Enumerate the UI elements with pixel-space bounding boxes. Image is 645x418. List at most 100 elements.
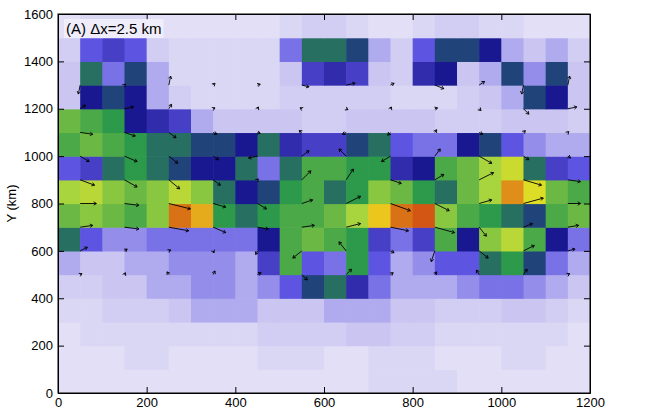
y-axis-right — [584, 15, 591, 394]
heat-cell — [302, 14, 325, 38]
wind-vector — [435, 174, 444, 179]
heat-cell — [368, 204, 391, 228]
tick-label: 1000 — [487, 395, 516, 410]
heat-cell — [191, 132, 214, 156]
heat-cell — [80, 322, 103, 346]
heat-cell — [413, 180, 436, 204]
heat-cell — [169, 132, 192, 156]
vectors — [77, 76, 580, 280]
heat-cell — [546, 275, 569, 299]
heat-cell — [368, 369, 391, 393]
wind-vector — [568, 106, 577, 109]
heat-cell — [524, 227, 547, 251]
wind-vector — [255, 251, 258, 255]
heat-cell — [524, 369, 547, 393]
heat-cell — [346, 204, 369, 228]
heat-cell — [80, 298, 103, 322]
heat-cell — [169, 61, 192, 85]
wind-vector — [391, 83, 395, 86]
heat-cell — [191, 180, 214, 204]
chart: 0200400600800100012000200400600800100012… — [0, 0, 645, 418]
y-axis: 02004006008001000120014001600 — [24, 7, 64, 401]
heat-cell — [235, 180, 258, 204]
heat-cell — [258, 38, 281, 62]
heat-cell — [80, 61, 103, 85]
heatmap — [58, 14, 590, 393]
wind-vector — [479, 131, 483, 134]
heat-cell — [58, 298, 81, 322]
heat-cell — [324, 156, 347, 180]
heat-cell — [235, 251, 258, 275]
heat-cell — [58, 109, 81, 133]
heat-cell — [568, 322, 590, 346]
heat-cell — [413, 38, 436, 62]
wind-vector — [524, 109, 529, 114]
heat-cell — [191, 109, 214, 133]
wind-vector — [293, 251, 302, 258]
wind-vector — [522, 131, 525, 134]
heat-cell — [235, 227, 258, 251]
wind-vector — [213, 204, 226, 209]
wind-vector — [391, 250, 395, 253]
heat-cell — [102, 275, 125, 299]
wind-vector — [567, 76, 570, 85]
heat-cell — [102, 156, 125, 180]
annotation-group: (A) Δx=2.5 km — [64, 19, 163, 38]
heat-cell — [280, 298, 303, 322]
wind-vector — [568, 180, 581, 183]
heat-cell — [213, 109, 236, 133]
heat-cell — [125, 38, 148, 62]
heat-cell — [413, 132, 436, 156]
wind-vector — [169, 204, 191, 210]
tick-label: 1600 — [24, 7, 53, 22]
heat-cell — [479, 204, 502, 228]
heat-cell — [413, 322, 436, 346]
heat-cell — [280, 204, 303, 228]
heat-cell — [235, 14, 258, 38]
heat-cell — [125, 109, 148, 133]
heat-cell — [258, 227, 281, 251]
heat-cell — [102, 298, 125, 322]
wind-vector — [80, 105, 85, 109]
heat-cell — [413, 369, 436, 393]
tick: 600 — [31, 244, 64, 259]
heat-cell — [125, 180, 148, 204]
wind-vector — [302, 275, 307, 280]
heat-cell — [280, 180, 303, 204]
heat-cell — [368, 322, 391, 346]
tick-label: 400 — [225, 395, 247, 410]
heat-cell — [302, 61, 325, 85]
tick-mark — [58, 251, 64, 252]
heat-cell — [524, 298, 547, 322]
heat-cell — [80, 180, 103, 204]
heat-cell — [479, 132, 502, 156]
wind-vector — [258, 272, 262, 275]
wind-vector — [389, 107, 392, 110]
heat-cell — [568, 61, 590, 85]
heat-cell — [368, 227, 391, 251]
tick-mark — [413, 387, 414, 393]
heat-cell — [235, 38, 258, 62]
heat-cell — [324, 85, 347, 109]
heat-cell — [413, 14, 436, 38]
heat-cell — [213, 298, 236, 322]
heat-cell — [258, 109, 281, 133]
tick — [584, 109, 590, 110]
heat-cell — [324, 14, 347, 38]
heat-cell — [368, 346, 391, 370]
heat-cell — [169, 156, 192, 180]
heat-cell — [457, 227, 480, 251]
heat-cell — [80, 204, 103, 228]
heat-cell — [147, 298, 170, 322]
tick — [413, 14, 414, 20]
wind-vector — [77, 85, 80, 94]
heat-cell — [346, 85, 369, 109]
heat-cell — [368, 38, 391, 62]
heat-cell — [191, 14, 214, 38]
heat-cell — [568, 275, 590, 299]
heat-cell — [413, 275, 436, 299]
heat-cell — [58, 204, 81, 228]
heat-cell — [324, 180, 347, 204]
tick-label: 1400 — [24, 54, 53, 69]
tick-mark — [584, 346, 590, 347]
